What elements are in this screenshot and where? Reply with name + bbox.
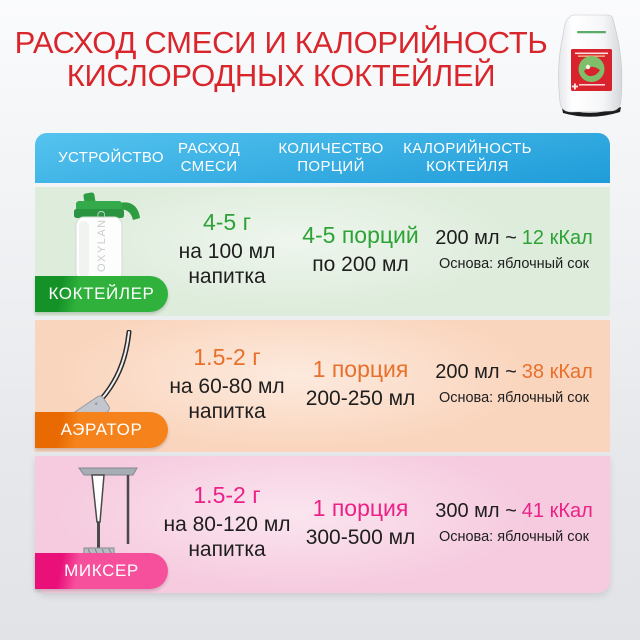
device-badge-label: АЭРАТОР	[60, 420, 143, 439]
calories-value: 12 кКал	[521, 226, 593, 249]
portions-value: 1 порция	[312, 494, 409, 521]
portions-note: по 200 мл	[312, 252, 409, 276]
portions-value: 1 порция	[312, 356, 409, 382]
page-title-line1: РАСХОД СМЕСИ И КАЛОРИЙНОСТЬ	[14, 25, 548, 60]
header-portions-line1: КОЛИЧЕСТВО	[278, 140, 384, 157]
header-device-label: УСТРОЙСТВО	[58, 149, 164, 166]
header-consumption-line1: РАСХОД	[177, 140, 241, 157]
cell-portions: 1 порция 200-250 мл	[293, 320, 428, 452]
portions-value: 4-5 порций	[302, 221, 419, 248]
cell-calories: 200 мл ~12 кКал Основа: яблочный сок	[425, 187, 603, 316]
device-badge-mixer: МИКСЕР	[35, 553, 168, 589]
header-portions-line2: ПОРЦИЙ	[297, 158, 365, 175]
cell-consumption: 1.5-2 г на 80-120 мл напитка	[157, 456, 297, 593]
consumption-note: на 60-80 мл напитка	[169, 374, 285, 423]
consumption-table: УСТРОЙСТВО РАСХОД СМЕСИ КОЛИЧЕСТВО ПОРЦИ…	[35, 133, 610, 593]
header-calories-line2: КОКТЕЙЛЯ	[426, 158, 509, 175]
header-cell-device: УСТРОЙСТВО	[41, 133, 181, 183]
table-row-mixer: МИКСЕР 1.5-2 г на 80-120 мл напитка 1 по…	[35, 456, 610, 593]
page-title-line2: КИСЛОРОДНЫХ КОКТЕЙЛЕЙ	[66, 58, 496, 93]
package-bottom-shadow	[562, 107, 621, 117]
calories-line: 300 мл ~41 кКал	[435, 499, 593, 522]
cell-calories: 300 мл ~41 кКал Основа: яблочный сок	[425, 456, 603, 593]
consumption-note: на 100 мл напитка	[178, 240, 276, 288]
header-cell-consumption: РАСХОД СМЕСИ	[145, 133, 273, 183]
device-badge-aerator: АЭРАТОР	[35, 412, 168, 448]
header-consumption-line2: СМЕСИ	[180, 158, 238, 175]
bottle-brand-text: OXYLAND	[96, 209, 108, 272]
cell-calories: 200 мл ~38 кКал Основа: яблочный сок	[425, 320, 603, 452]
calories-value: 41 кКал	[521, 499, 593, 522]
calories-note: Основа: яблочный сок	[438, 255, 590, 272]
package-cross-mark	[571, 83, 578, 90]
header-cell-calories: КАЛОРИЙНОСТЬ КОКТЕЙЛЯ	[390, 133, 545, 183]
calories-note: Основа: яблочный сок	[438, 528, 590, 545]
cocktailer-bottle-icon: OXYLAND	[74, 192, 140, 282]
portions-note: 300-500 мл	[305, 525, 416, 549]
mixer-whisk-icon	[78, 467, 138, 555]
device-badge-label: МИКСЕР	[64, 561, 139, 580]
page-title: РАСХОД СМЕСИ И КАЛОРИЙНОСТЬ КИСЛОРОДНЫХ …	[0, 26, 562, 92]
table-row-aerator: АЭРАТОР 1.5-2 г на 60-80 мл напитка 1 по…	[35, 320, 610, 452]
device-badge-label: КОКТЕЙЛЕР	[48, 284, 155, 303]
cell-consumption: 1.5-2 г на 60-80 мл напитка	[157, 320, 297, 452]
header-calories-line1: КАЛОРИЙНОСТЬ	[403, 140, 532, 157]
product-package-image	[558, 14, 623, 117]
calories-value: 38 кКал	[521, 361, 593, 383]
calories-note: Основа: яблочный сок	[438, 390, 590, 406]
package-top-text-line	[577, 31, 606, 34]
device-badge-cocktailer: КОКТЕЙЛЕР	[35, 276, 168, 312]
calories-line: 200 мл ~38 кКал	[435, 361, 593, 383]
table-row-cocktailer: OXYLAND КОКТЕЙЛЕР 4-5 г на 100 мл напитк…	[35, 187, 610, 316]
consumption-note: на 80-120 мл напитка	[163, 513, 291, 561]
header-cell-portions: КОЛИЧЕСТВО ПОРЦИЙ	[267, 133, 395, 183]
consumption-value: 4-5 г	[202, 209, 252, 235]
portions-note: 200-250 мл	[305, 387, 416, 410]
consumption-value: 1.5-2 г	[193, 343, 261, 370]
consumption-value: 1.5-2 г	[193, 482, 261, 508]
table-header-row: УСТРОЙСТВО РАСХОД СМЕСИ КОЛИЧЕСТВО ПОРЦИ…	[35, 133, 610, 183]
package-label	[571, 49, 612, 91]
cell-portions: 1 порция 300-500 мл	[293, 456, 428, 593]
cell-consumption: 4-5 г на 100 мл напитка	[157, 187, 297, 316]
calories-line: 200 мл ~12 кКал	[435, 226, 593, 249]
cell-portions: 4-5 порций по 200 мл	[293, 187, 428, 316]
